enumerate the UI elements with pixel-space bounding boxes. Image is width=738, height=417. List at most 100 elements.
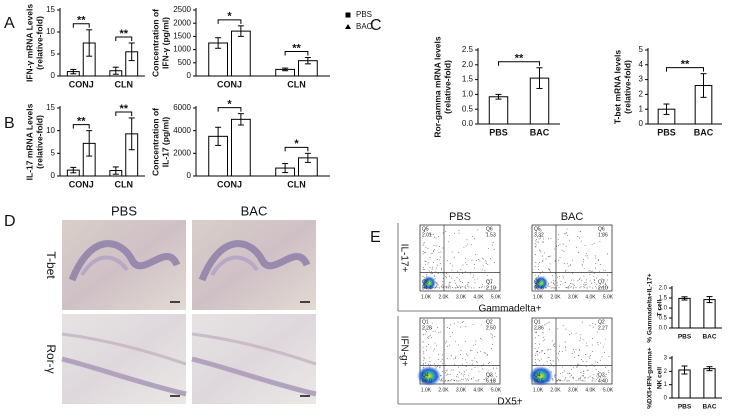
event-dot — [462, 264, 464, 266]
event-dot — [438, 236, 440, 238]
significance-label: ** — [515, 53, 524, 65]
event-dot — [535, 331, 537, 333]
event-dot — [579, 379, 581, 381]
event-dot — [597, 260, 599, 262]
event-dot — [434, 330, 436, 332]
event-dot — [432, 252, 434, 254]
event-dot — [598, 271, 600, 273]
event-dot — [429, 364, 431, 366]
event-dot — [465, 245, 467, 247]
event-dot — [482, 368, 484, 370]
event-dot — [535, 238, 537, 240]
event-dot — [423, 352, 425, 354]
event-dot — [551, 340, 553, 342]
event-dot — [487, 370, 489, 372]
event-dot — [536, 350, 538, 352]
x-tick-label: 3.0K — [456, 294, 467, 300]
event-dot — [475, 340, 477, 342]
event-dot — [578, 378, 580, 380]
event-dot — [534, 362, 536, 364]
y-axis-label: T cell — [657, 300, 664, 317]
event-dot — [442, 280, 444, 282]
event-dot — [440, 269, 442, 271]
event-dot — [453, 256, 455, 258]
event-dot — [535, 359, 536, 361]
stroma — [191, 332, 317, 366]
quadrant-name: Q8 — [422, 279, 429, 285]
event-dot — [447, 380, 448, 382]
event-dot — [538, 274, 540, 276]
event-dot — [565, 231, 567, 233]
event-dot — [472, 274, 474, 276]
event-dot — [427, 247, 429, 249]
event-dot — [539, 261, 540, 263]
significance-label: ** — [119, 103, 128, 115]
event-dot — [433, 262, 435, 264]
event-dot — [579, 231, 581, 232]
event-dot — [439, 256, 441, 258]
event-dot — [598, 371, 599, 372]
event-dot — [481, 287, 483, 289]
event-dot — [546, 361, 548, 363]
event-dot — [544, 324, 546, 326]
event-dot — [483, 363, 485, 365]
error-bar — [70, 166, 77, 174]
event-dot — [456, 375, 458, 377]
y-tick-label: 15 — [46, 5, 55, 14]
quadrant-value: 2.10 — [598, 285, 608, 291]
event-dot — [537, 359, 539, 361]
y-tick-label: 15 — [46, 103, 55, 112]
event-dot — [551, 275, 553, 277]
x-tick-label: 5.0K — [603, 294, 614, 300]
event-dot — [478, 379, 480, 381]
quadrant-name: Q7 — [598, 279, 605, 285]
event-dot — [482, 257, 484, 259]
event-dot — [554, 260, 556, 262]
error-bar — [86, 29, 93, 57]
event-dot — [548, 356, 550, 358]
event-dot — [428, 336, 430, 337]
event-dot — [554, 374, 556, 376]
y-tick-label: 2.0 — [659, 286, 668, 292]
event-dot — [472, 323, 474, 325]
event-dot — [438, 287, 440, 289]
event-dot — [429, 256, 431, 258]
event-dot — [601, 356, 603, 358]
event-dot — [554, 377, 556, 379]
event-dot — [538, 347, 540, 349]
event-dot — [433, 251, 434, 252]
event-dot — [488, 247, 489, 249]
event-dot — [592, 351, 594, 353]
event-dot — [439, 259, 441, 261]
event-dot — [448, 285, 450, 287]
event-dot — [608, 356, 610, 357]
event-dot — [461, 282, 463, 284]
event-dot — [478, 371, 480, 373]
event-dot — [436, 345, 438, 347]
event-dot — [535, 244, 537, 246]
event-dot — [452, 369, 454, 371]
x-tick-label: CONJ — [217, 179, 242, 189]
event-dot — [433, 350, 434, 352]
event-dot — [486, 287, 488, 289]
event-dot — [594, 255, 596, 257]
event-dot — [540, 251, 542, 253]
event-dot — [592, 270, 594, 272]
event-dot — [559, 345, 560, 347]
event-dot — [539, 352, 541, 354]
x-tick-label: PBS — [678, 404, 692, 411]
event-dot — [586, 361, 588, 362]
event-dot — [422, 287, 424, 289]
quadrant-value: 2.28 — [422, 325, 432, 331]
event-dot — [592, 377, 593, 379]
event-dot — [423, 231, 425, 233]
event-dot — [456, 276, 458, 278]
event-dot — [440, 267, 442, 269]
event-dot — [538, 241, 539, 243]
event-dot — [560, 379, 561, 381]
event-dot — [477, 352, 479, 354]
event-dot — [457, 344, 459, 346]
quadrant-value: 3.32 — [534, 232, 544, 238]
event-dot — [579, 349, 581, 351]
event-dot — [601, 232, 602, 234]
